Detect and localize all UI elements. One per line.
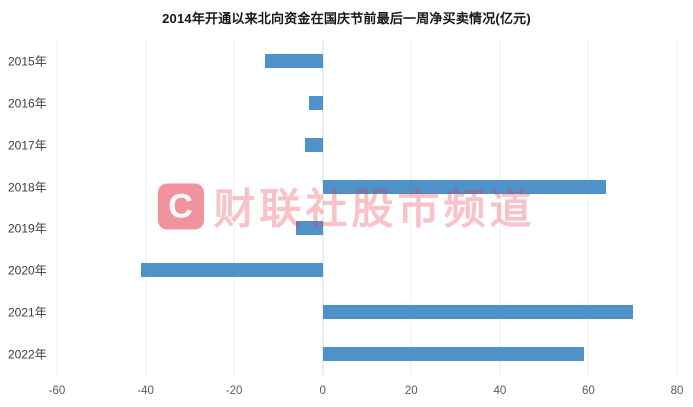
x-tick-label: -20 — [225, 385, 243, 397]
chart-row: 2021年 — [8, 291, 677, 333]
x-tick-label: -40 — [137, 385, 154, 397]
gridline — [56, 40, 58, 375]
chart-row: 2018年 — [8, 166, 677, 208]
chart-row: 2019年 — [8, 208, 677, 250]
zero-gridline — [322, 40, 324, 375]
bar-2022年 — [322, 347, 584, 362]
x-axis: -60 -40 -20 0 20 40 60 80 — [49, 385, 684, 401]
plot-area: 2015年 2016年 2017年 2018年 2019年 2020年 2021年 2022年 — [8, 40, 678, 375]
chart-row: 2020年 — [8, 249, 677, 291]
chart-row: 2016年 — [8, 82, 677, 124]
y-axis-label: 2021年 — [8, 305, 47, 320]
y-axis-label: 2015年 — [8, 54, 47, 69]
bar-rows: 2015年 2016年 2017年 2018年 2019年 2020年 2021年 2022年 — [8, 40, 677, 375]
bar-2021年 — [322, 305, 633, 320]
bar-2017年 — [305, 137, 323, 152]
gridline — [587, 40, 589, 375]
x-tick-label: 80 — [670, 385, 684, 397]
gridline — [499, 40, 501, 375]
bar-2018年 — [322, 179, 607, 194]
gridline — [145, 40, 147, 375]
bar-2020年 — [141, 263, 323, 278]
y-axis-label: 2022年 — [8, 347, 47, 362]
bar-2015年 — [265, 53, 323, 68]
x-tick-label: 20 — [404, 385, 418, 397]
chart-row: 2017年 — [8, 124, 677, 166]
gridline — [410, 40, 412, 375]
bar-2016年 — [309, 95, 323, 110]
chart-row: 2015年 — [8, 40, 677, 82]
x-tick-label: 40 — [493, 385, 507, 397]
chart-row: 2022年 — [8, 333, 677, 375]
gridline — [676, 40, 678, 375]
y-axis-label: 2019年 — [8, 221, 47, 236]
chart-title: 2014年开通以来北向资金在国庆节前最后一周净买卖情况(亿元) — [162, 11, 531, 26]
x-tick-label: 0 — [319, 385, 326, 397]
x-tick-label: 60 — [582, 385, 595, 397]
x-tick-label: -60 — [48, 385, 66, 397]
gridline — [233, 40, 235, 375]
y-axis-label: 2017年 — [8, 138, 47, 153]
y-axis-label: 2018年 — [8, 180, 47, 195]
bar-2019年 — [296, 221, 323, 236]
y-axis-label: 2016年 — [8, 96, 47, 111]
y-axis-label: 2020年 — [8, 263, 47, 278]
